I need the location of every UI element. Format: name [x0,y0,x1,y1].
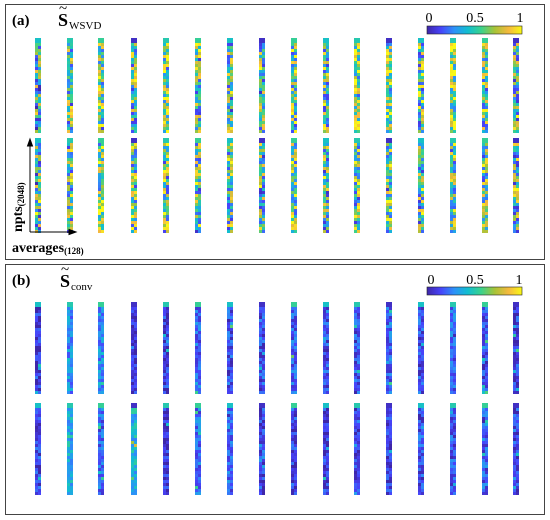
strip-r1-c8 [291,138,297,233]
strip-r1-c8 [291,403,297,495]
strip-r0-c11 [386,302,392,394]
strip-r0-c9 [323,38,329,133]
strip-r1-c13 [450,403,456,495]
colorbar-b-tick-1: 0.5 [466,273,484,288]
strip-r1-c12 [418,138,424,233]
strip-r0-c3 [131,38,137,133]
strip-r1-c1 [67,138,73,233]
strip-r1-c15 [513,403,519,495]
strip-r1-c9 [323,403,329,495]
strip-r1-c3 [131,403,137,495]
strip-r0-c8 [291,38,297,133]
strip-r1-c2 [98,138,104,233]
strip-r1-c11 [386,403,392,495]
colorbar-a-tick-0: 0 [426,11,433,26]
strip-r0-c0 [35,302,41,394]
strip-r1-c2 [98,403,104,495]
strip-r0-c7 [259,38,265,133]
colorbar-a [426,25,523,35]
strip-r0-c10 [354,302,360,394]
strip-r0-c12 [418,302,424,394]
x-axis-label: averages(128) [12,241,84,256]
strip-r0-c4 [163,302,169,394]
colorbar-a-tick-2: 1 [517,11,524,26]
strip-r1-c14 [482,403,488,495]
strip-r1-c0 [35,403,41,495]
strip-r1-c0 [35,138,41,233]
strip-r1-c10 [354,403,360,495]
strip-r0-c2 [98,302,104,394]
colorbar-a-tick-1: 0.5 [466,11,484,26]
strip-r0-c1 [67,302,73,394]
colorbar-b [426,286,523,296]
strip-r0-c11 [386,38,392,133]
y-axis-label: npts(2048) [11,182,26,232]
strip-r1-c15 [513,138,519,233]
strip-r0-c15 [513,38,519,133]
strip-r1-c13 [450,138,456,233]
strip-r0-c13 [450,38,456,133]
strip-r0-c10 [354,38,360,133]
strip-r1-c11 [386,138,392,233]
strip-r0-c13 [450,302,456,394]
strip-r1-c5 [195,403,201,495]
strip-r0-c5 [195,302,201,394]
colorbar-b-tick-0: 0 [428,273,435,288]
strip-r1-c9 [323,138,329,233]
strip-r1-c3 [131,138,137,233]
strip-r1-c4 [163,138,169,233]
strip-r1-c4 [163,403,169,495]
strip-r0-c5 [195,38,201,133]
strip-r0-c14 [482,38,488,133]
strip-r1-c6 [227,138,233,233]
axes-arrows [26,137,78,236]
strip-r1-c12 [418,403,424,495]
strip-r0-c1 [67,38,73,133]
strip-r0-c7 [259,302,265,394]
strip-r0-c0 [35,38,41,133]
strip-r0-c9 [323,302,329,394]
strip-r0-c4 [163,38,169,133]
panel-a-label: (a) [12,13,30,29]
panel-a-title: ~ SWSVD [58,1,102,32]
panel-a-strips [35,38,519,233]
strip-r1-c7 [259,403,265,495]
panel-b-title: ~ Sconv [60,262,93,293]
strip-r1-c6 [227,403,233,495]
strip-r1-c5 [195,138,201,233]
strip-r0-c15 [513,302,519,394]
strip-r0-c6 [227,302,233,394]
strip-r0-c12 [418,38,424,133]
panel-b-strips [35,302,519,495]
panel-b-label: (b) [12,273,31,289]
strip-r0-c14 [482,302,488,394]
strip-r0-c2 [98,38,104,133]
strip-r0-c3 [131,302,137,394]
colorbar-b-tick-2: 1 [516,273,523,288]
strip-r1-c7 [259,138,265,233]
strip-r0-c8 [291,302,297,394]
strip-r1-c14 [482,138,488,233]
strip-r0-c6 [227,38,233,133]
strip-r1-c10 [354,138,360,233]
strip-r1-c1 [67,403,73,495]
